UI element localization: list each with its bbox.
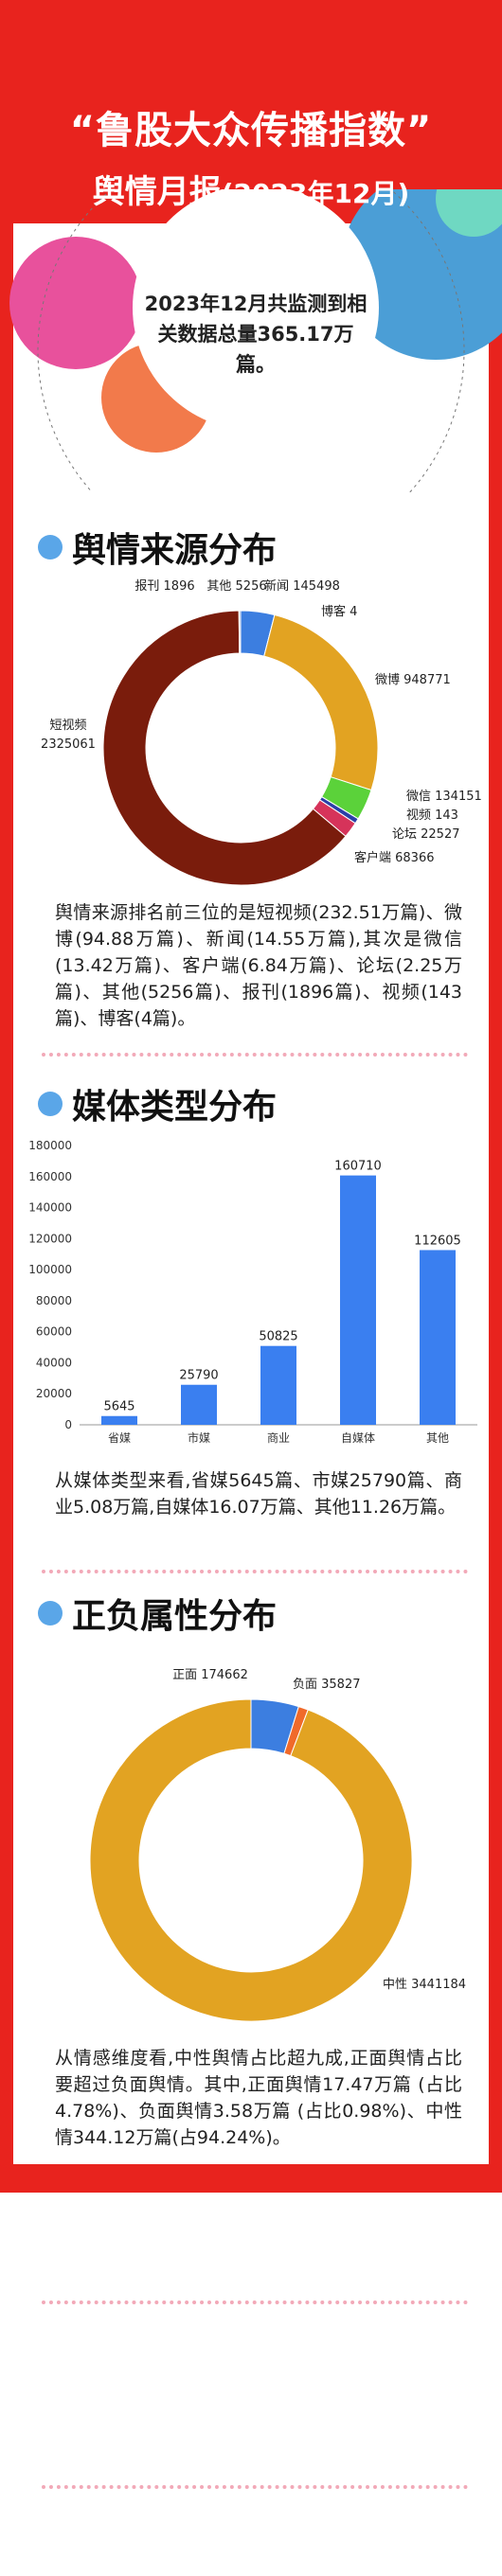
- decor-circle-teal: [436, 189, 502, 237]
- slice-label: 客户端 68366: [354, 850, 435, 865]
- x-tick-label: 省媒: [108, 1431, 131, 1445]
- media-bar-chart: 0 20000 40000 60000 80000 100000 120000 140000 1…: [28, 1139, 477, 1445]
- donut-slice: [239, 610, 242, 654]
- y-tick-label: 20000: [36, 1387, 72, 1400]
- source-paragraph: 舆情来源排名前三位的是短视频(232.51万篇)、微博(94.88万篇)、新闻(…: [55, 902, 462, 1029]
- slice-label: 微博 948771: [375, 673, 451, 687]
- y-tick-label: 180000: [28, 1139, 72, 1152]
- x-tick-label: 自媒体: [341, 1431, 375, 1445]
- slice-label: 正面 174662: [172, 1668, 248, 1682]
- slice-label: 其他 5256: [206, 579, 266, 594]
- y-tick-label: 140000: [28, 1201, 72, 1215]
- header-decoration: [9, 189, 502, 492]
- frame-left: [0, 223, 13, 2164]
- y-tick-label: 60000: [36, 1325, 72, 1339]
- slice-label: 短视频: [49, 719, 86, 733]
- section-media-title: 媒体类型分布: [72, 1088, 278, 1127]
- divider: [42, 1570, 468, 1573]
- section-sentiment-title: 正负属性分布: [72, 1597, 278, 1636]
- page-title-line2: 舆情月报(2023年12月): [0, 166, 502, 212]
- section-source-title: 舆情来源分布: [72, 531, 278, 570]
- bar: [340, 1175, 376, 1425]
- summary-circle: [133, 189, 379, 431]
- slice-label: 视频 143: [406, 808, 458, 823]
- media-paragraph: 从媒体类型来看,省媒5645篇、市媒25790篇、商业5.08万篇,自媒体16.…: [55, 1470, 462, 1518]
- summary-text: 2023年12月共监测到相关数据总量365.17万篇。: [144, 293, 368, 376]
- divider: [42, 1053, 468, 1057]
- y-tick-label: 120000: [28, 1232, 72, 1245]
- bar-value-label: 5645: [103, 1400, 134, 1414]
- slice-label: 中性 3441184: [383, 1978, 466, 1992]
- slice-label: 负面 35827: [293, 1678, 361, 1692]
- sentiment-paragraph: 从情感维度看,中性舆情占比超九成,正面舆情占比要超过负面舆情。其中,正面舆情17…: [55, 2048, 462, 2148]
- frame-right: [489, 223, 502, 2164]
- donut-slice: [102, 610, 347, 886]
- x-tick-label: 商业: [267, 1430, 290, 1445]
- divider: [42, 2485, 468, 2489]
- bar: [420, 1250, 456, 1425]
- y-tick-label: 160000: [28, 1170, 72, 1183]
- x-tick-label: 市媒: [188, 1430, 210, 1445]
- bar-value-label: 112605: [414, 1234, 461, 1248]
- slice-label: 报刊 1896: [134, 579, 194, 594]
- title-main: 舆情月报: [92, 173, 222, 211]
- sentiment-donut-chart: 正面 174662 负面 35827 中性 3441184: [89, 1668, 466, 2022]
- divider: [42, 2301, 468, 2304]
- slice-label: 2325061: [41, 737, 96, 752]
- slice-label: 博客 4: [321, 604, 357, 619]
- section-sentiment-heading: 正负属性分布: [38, 1589, 277, 1638]
- x-tick-label: 其他: [426, 1431, 449, 1445]
- y-tick-label: 100000: [28, 1263, 72, 1276]
- bar-value-label: 25790: [179, 1369, 218, 1383]
- section-source-heading: 舆情来源分布: [38, 523, 277, 572]
- section-bullet-icon: [38, 535, 63, 560]
- bar: [101, 1415, 137, 1425]
- decor-ring-dashed: [37, 189, 465, 492]
- frame-band-top: [0, 2164, 502, 2193]
- header-banner: [0, 0, 502, 223]
- bar-value-label: 160710: [334, 1160, 382, 1174]
- section-bullet-icon: [38, 1601, 63, 1626]
- donut-slice: [263, 613, 379, 791]
- bar: [260, 1345, 296, 1425]
- title-sub: (2023年12月): [221, 178, 410, 209]
- donut-slice: [89, 1698, 413, 2022]
- section-bullet-icon: [38, 1092, 63, 1116]
- slice-label: 新闻 145498: [264, 578, 340, 594]
- bar-value-label: 50825: [259, 1330, 297, 1344]
- bar: [181, 1384, 217, 1425]
- y-tick-label: 40000: [36, 1356, 72, 1369]
- section-media-heading: 媒体类型分布: [38, 1079, 277, 1128]
- slice-label: 微信 134151: [406, 790, 482, 804]
- y-tick-label: 0: [64, 1418, 72, 1431]
- slice-label: 论坛 22527: [392, 827, 460, 842]
- decor-circle-pink: [9, 237, 142, 369]
- y-tick-label: 80000: [36, 1294, 72, 1307]
- page-title-line1: “鲁股大众传播指数”: [69, 109, 433, 152]
